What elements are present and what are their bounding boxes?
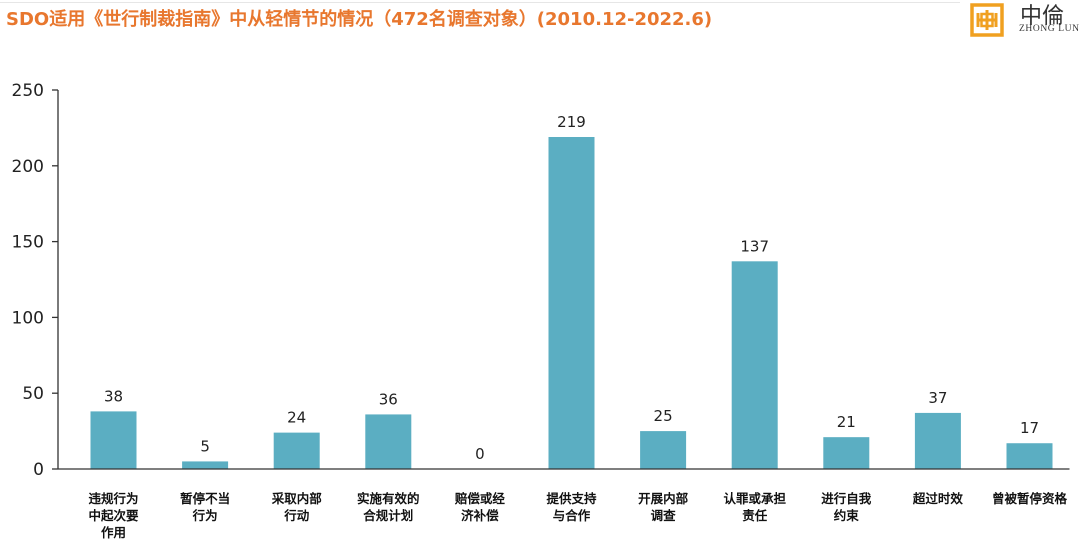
bar bbox=[914, 412, 961, 469]
bar bbox=[1006, 443, 1053, 469]
x-tick-label-line: 违规行为 bbox=[88, 491, 138, 506]
logo-english-text: ZHONG LUN bbox=[1019, 24, 1080, 34]
x-tick-label: 进行自我约束 bbox=[821, 491, 872, 523]
x-tick-label-line: 济补偿 bbox=[461, 508, 499, 523]
x-tick-label-line: 合规计划 bbox=[363, 508, 413, 523]
x-tick-label-line: 赔偿或经 bbox=[454, 491, 506, 506]
data-label: 24 bbox=[287, 409, 306, 427]
x-tick-label: 违规行为中起次要作用 bbox=[88, 491, 139, 540]
bar bbox=[823, 437, 870, 469]
data-label: 219 bbox=[557, 113, 586, 131]
bar bbox=[731, 261, 778, 469]
data-label: 21 bbox=[837, 413, 856, 431]
y-tick-label: 200 bbox=[12, 157, 44, 177]
bar bbox=[640, 431, 687, 469]
data-label: 137 bbox=[740, 237, 769, 255]
data-label: 38 bbox=[104, 387, 123, 405]
logo-chinese-text: 中倫 bbox=[1020, 4, 1065, 29]
x-tick-label: 采取内部行动 bbox=[271, 491, 323, 523]
y-axis: 0 50 100 150 200 250 bbox=[12, 81, 59, 480]
x-tick-label: 实施有效的合规计划 bbox=[357, 491, 420, 523]
data-labels: 38 5 24 36 0 219 25 137 21 37 17 bbox=[104, 113, 1039, 463]
x-tick-label: 提供支持与合作 bbox=[546, 491, 597, 523]
bar bbox=[182, 461, 229, 469]
bar bbox=[365, 414, 412, 469]
bar bbox=[273, 432, 320, 469]
x-tick-label: 开展内部调查 bbox=[638, 491, 689, 523]
x-tick-label: 赔偿或经济补偿 bbox=[454, 491, 506, 523]
x-tick-label: 超过时效 bbox=[912, 491, 964, 506]
bar bbox=[90, 411, 137, 469]
x-tick-label-line: 约束 bbox=[834, 508, 860, 523]
y-tick-label: 250 bbox=[12, 81, 44, 101]
data-label: 17 bbox=[1020, 419, 1039, 437]
y-tick-label: 150 bbox=[12, 233, 44, 253]
data-label: 25 bbox=[654, 407, 673, 425]
data-label: 0 bbox=[475, 445, 485, 463]
x-tick-label-line: 调查 bbox=[651, 508, 677, 523]
top-divider bbox=[0, 2, 960, 3]
x-tick-label-line: 实施有效的 bbox=[357, 491, 420, 506]
x-tick-label: 认罪或承担责任 bbox=[723, 491, 786, 523]
x-tick-label-line: 采取内部 bbox=[271, 491, 323, 506]
x-tick-label-line: 责任 bbox=[742, 508, 768, 523]
x-tick-label-line: 暂停不当 bbox=[180, 491, 230, 506]
x-tick-label-line: 认罪或承担 bbox=[723, 491, 786, 506]
x-tick-label-line: 中起次要 bbox=[88, 508, 139, 523]
chart-title: SDO适用《世行制裁指南》中从轻情节的情况（472名调查对象）(2010.12-… bbox=[6, 9, 713, 30]
y-tick-label: 100 bbox=[12, 308, 44, 328]
bars bbox=[90, 136, 1053, 469]
zhonglun-logo-mark-icon bbox=[970, 3, 1004, 37]
x-tick-label-line: 开展内部 bbox=[638, 491, 689, 506]
x-axis: 违规行为中起次要作用 暂停不当行为 采取内部行动 实施有效的合规计划 赔偿或经济补偿 提供… bbox=[58, 468, 1070, 540]
y-tick-label: 0 bbox=[33, 460, 44, 480]
x-tick-label-line: 行为 bbox=[192, 508, 218, 523]
data-label: 36 bbox=[379, 390, 398, 408]
x-tick-label-line: 作用 bbox=[101, 525, 126, 540]
data-label: 5 bbox=[200, 437, 210, 455]
y-tick-label: 50 bbox=[22, 384, 44, 404]
zhonglun-logo: 中倫 ZHONG LUN bbox=[968, 0, 1083, 40]
x-tick-label-line: 超过时效 bbox=[912, 491, 964, 506]
bar bbox=[548, 136, 595, 469]
x-tick-label-line: 进行自我 bbox=[821, 491, 872, 506]
x-tick-label-line: 曾被暂停资格 bbox=[992, 491, 1068, 506]
x-tick-label-line: 与合作 bbox=[553, 508, 591, 523]
x-tick-label: 曾被暂停资格 bbox=[992, 491, 1068, 506]
x-tick-label-line: 行动 bbox=[283, 508, 310, 523]
x-tick-label: 暂停不当行为 bbox=[180, 491, 230, 523]
data-label: 37 bbox=[928, 389, 947, 407]
x-tick-label-line: 提供支持 bbox=[546, 491, 597, 506]
